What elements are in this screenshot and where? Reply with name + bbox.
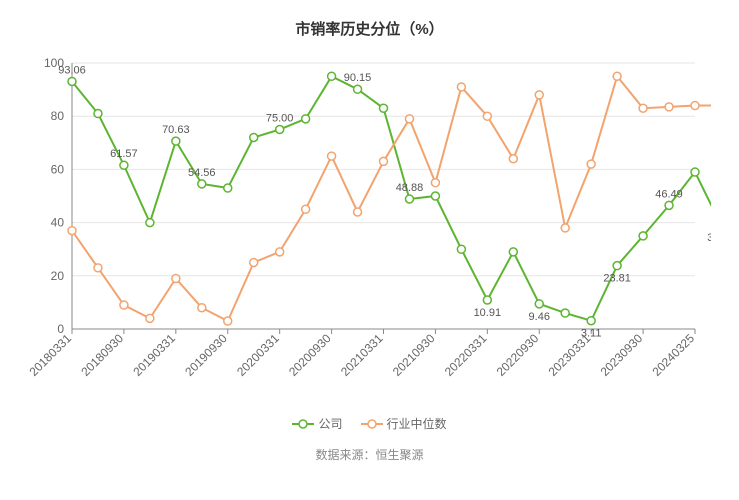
svg-text:20240325: 20240325 <box>649 331 697 379</box>
source-value: 恒生聚源 <box>376 448 424 462</box>
plot-area: 0204060801002018033120180930201903312019… <box>28 47 711 407</box>
svg-text:20180331: 20180331 <box>28 331 74 379</box>
svg-text:20190331: 20190331 <box>130 331 178 379</box>
svg-text:60: 60 <box>51 162 65 176</box>
svg-text:40: 40 <box>51 216 65 230</box>
svg-text:48.88: 48.88 <box>396 182 424 194</box>
svg-text:20230930: 20230930 <box>598 331 646 379</box>
svg-text:10.91: 10.91 <box>474 307 502 319</box>
legend-item-industry: 行业中位数 <box>361 415 447 432</box>
svg-text:80: 80 <box>51 109 65 123</box>
svg-text:61.57: 61.57 <box>110 148 138 160</box>
source-prefix: 数据来源： <box>315 448 375 462</box>
svg-text:20200331: 20200331 <box>234 331 282 379</box>
svg-text:20220331: 20220331 <box>442 331 490 379</box>
svg-text:39.15: 39.15 <box>707 232 711 244</box>
svg-text:20200930: 20200930 <box>286 331 334 379</box>
svg-text:20180930: 20180930 <box>78 331 126 379</box>
svg-text:20210930: 20210930 <box>390 331 438 379</box>
svg-text:93.06: 93.06 <box>58 64 86 76</box>
chart-container: 市销率历史分位（%） 02040608010020180331201809302… <box>0 0 739 500</box>
svg-text:20220930: 20220930 <box>494 331 542 379</box>
legend-mark-industry <box>361 417 383 431</box>
svg-text:3.11: 3.11 <box>581 328 602 340</box>
svg-text:54.56: 54.56 <box>188 167 216 179</box>
svg-text:90.15: 90.15 <box>344 72 372 84</box>
svg-text:70.63: 70.63 <box>162 124 190 136</box>
svg-text:9.46: 9.46 <box>529 311 550 323</box>
legend-item-company: 公司 <box>292 415 342 432</box>
legend-label-industry: 行业中位数 <box>387 415 447 432</box>
chart-title: 市销率历史分位（%） <box>28 18 711 39</box>
legend-label-company: 公司 <box>318 415 342 432</box>
svg-text:23.81: 23.81 <box>603 273 631 285</box>
svg-text:20: 20 <box>51 269 65 283</box>
legend-mark-company <box>292 417 314 431</box>
svg-text:75.00: 75.00 <box>266 113 294 125</box>
svg-text:20210331: 20210331 <box>338 331 386 379</box>
chart-svg: 0204060801002018033120180930201903312019… <box>28 47 711 407</box>
data-source: 数据来源：恒生聚源 <box>28 446 711 463</box>
svg-text:46.49: 46.49 <box>655 188 683 200</box>
legend: 公司 行业中位数 <box>28 415 711 432</box>
svg-text:20190930: 20190930 <box>182 331 230 379</box>
